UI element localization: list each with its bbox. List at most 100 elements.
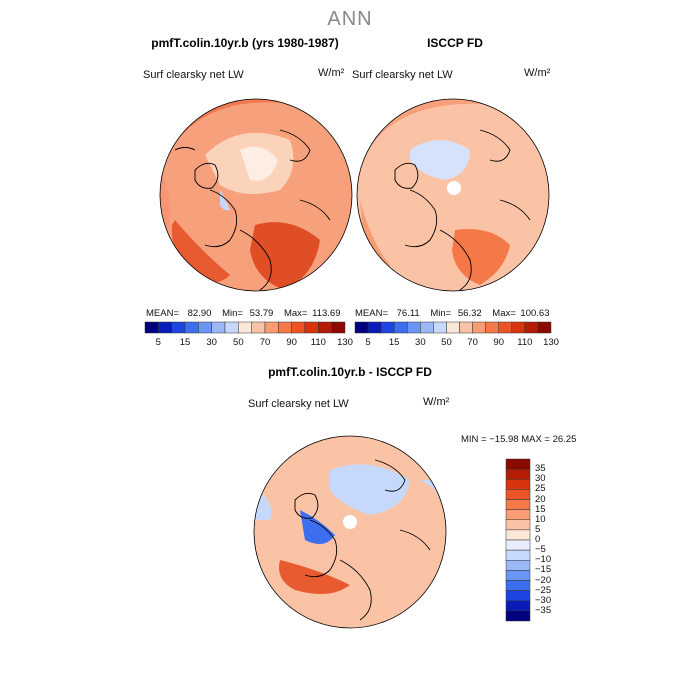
colorbar2-swatch — [354, 321, 369, 334]
colorbar2-swatch — [420, 321, 434, 334]
panel1-mean-label: MEAN= — [146, 308, 179, 319]
colorbar1-swatch — [184, 321, 199, 334]
colorbar-diff-tick-label: −15 — [535, 564, 552, 576]
colorbar1-tick-label: 90 — [286, 337, 297, 348]
colorbar-diff-swatch — [505, 489, 531, 500]
panel2-max-label: Max= — [492, 308, 516, 319]
diff-minmax: MIN = −15.98 MAX = 26.25 — [461, 434, 577, 445]
map3-base — [254, 436, 446, 628]
colorbar-diff-swatch — [505, 529, 531, 541]
map3-outline — [253, 435, 447, 629]
panel1-max-value: 113.69 — [312, 308, 341, 319]
colorbar-diff-tick-label: −25 — [535, 584, 552, 596]
panel2-field-label: Surf clearsky net LW — [352, 69, 453, 81]
colorbar2-tick-label: 15 — [388, 337, 400, 348]
colorbar2-swatch — [459, 321, 473, 334]
colorbar-diff-tick-label: 5 — [535, 523, 541, 535]
map1-region-pole — [240, 146, 278, 181]
colorbar2 — [354, 321, 552, 334]
colorbar2-swatch — [380, 321, 395, 334]
colorbar-diff-swatch — [505, 509, 531, 520]
panel2-units: W/m² — [524, 67, 551, 79]
colorbar1-swatch — [238, 321, 252, 334]
diff-field-label: Surf clearsky net LW — [248, 398, 349, 410]
colorbar-diff-tick-label: −5 — [535, 544, 546, 556]
colorbar1-tick-label: 110 — [310, 337, 326, 348]
colorbar1-swatch — [158, 321, 172, 334]
colorbar-diff-tick-label: 30 — [535, 473, 546, 485]
colorbar2-tick-label: 90 — [493, 337, 504, 348]
panel1-mean-value: 82.90 — [187, 308, 212, 319]
panel2-mean-label: MEAN= — [355, 308, 388, 319]
colorbar-diff-swatch — [505, 468, 531, 480]
colorbar-diff-swatch — [505, 479, 531, 490]
map2-outline — [356, 98, 550, 292]
map2-region-arctic — [410, 140, 470, 180]
colorbar-diff-tick-label: 0 — [535, 534, 541, 545]
colorbar-diff-tick-label: −10 — [535, 554, 552, 566]
colorbar1-swatch — [291, 321, 306, 334]
colorbar-diff-tick-label: 25 — [535, 483, 546, 495]
colorbar-diff-swatch — [505, 499, 531, 510]
colorbar1-swatch — [264, 321, 279, 334]
colorbar-diff-swatch — [505, 519, 531, 531]
colorbar2-tick-label: 50 — [441, 337, 452, 348]
map3-pole — [343, 515, 357, 529]
colorbar2-swatch — [393, 321, 408, 334]
colorbar1-tick-label: 5 — [155, 337, 161, 348]
colorbar1-swatch — [224, 321, 239, 334]
map2-region-europe — [452, 229, 510, 285]
colorbar-diff-tick-label: 15 — [535, 503, 546, 515]
colorbar2-swatch — [407, 321, 421, 334]
map3-coastlines — [294, 459, 431, 621]
colorbar1 — [144, 321, 346, 334]
map-panel3 — [254, 436, 446, 628]
colorbar-diff-tick-label: −35 — [535, 604, 552, 616]
colorbar-diff-tick-label: 10 — [535, 513, 546, 525]
diff-units: W/m² — [423, 396, 450, 408]
panel1-title: pmfT.colin.10yr.b (yrs 1980-1987) — [151, 36, 339, 50]
colorbar2-tick-label: 110 — [517, 337, 533, 348]
colorbar-diff — [505, 458, 531, 622]
colorbar2-swatch — [367, 321, 382, 334]
map-panel1 — [160, 99, 352, 291]
colorbar1-swatch — [171, 321, 186, 334]
map1-region-europe — [250, 222, 320, 290]
map1-blue-spot — [220, 190, 230, 211]
colorbar2-swatch — [433, 321, 447, 334]
colorbar1-tick-label: 70 — [259, 337, 271, 348]
panel1-max-label: Max= — [283, 308, 308, 319]
colorbar1-swatch — [144, 321, 159, 334]
colorbar-diff-swatch — [505, 570, 531, 581]
colorbar2-swatch — [472, 321, 486, 334]
colorbar-diff-swatch — [505, 600, 531, 612]
colorbar1-swatch — [304, 321, 319, 334]
map-panel2 — [357, 99, 549, 291]
page-title: ANN — [327, 8, 373, 30]
map2-pole — [447, 181, 461, 195]
colorbar-diff-swatch — [505, 560, 531, 571]
panel2-mean-value: 76.11 — [396, 308, 420, 319]
colorbar-diff-tick-label: 35 — [535, 463, 546, 475]
colorbar1-tick-label: 130 — [337, 337, 353, 348]
colorbar2-tick-label: 70 — [467, 337, 478, 348]
map1-outline — [159, 98, 353, 292]
panel1-min-label: Min= — [222, 308, 243, 319]
colorbar1-tick-label: 50 — [233, 337, 244, 348]
colorbar1-swatch — [318, 321, 332, 334]
panel2-max-value: 100.63 — [520, 308, 550, 319]
colorbar-diff-swatch — [505, 539, 531, 551]
colorbar2-swatch — [498, 321, 513, 334]
colorbar2-swatch — [446, 321, 460, 334]
colorbar-diff-tick-label: −20 — [535, 574, 552, 586]
colorbar-diff-swatch — [505, 610, 531, 622]
colorbar2-swatch — [485, 321, 499, 334]
colorbar2-swatch — [511, 321, 526, 334]
colorbar1-swatch — [278, 321, 292, 334]
colorbar2-swatch — [524, 321, 539, 334]
colorbar2-tick-label: 130 — [543, 337, 559, 348]
panel2-title: ISCCP FD — [427, 36, 483, 50]
panel1-units: W/m² — [318, 67, 345, 79]
colorbar-diff-swatch — [505, 549, 531, 561]
